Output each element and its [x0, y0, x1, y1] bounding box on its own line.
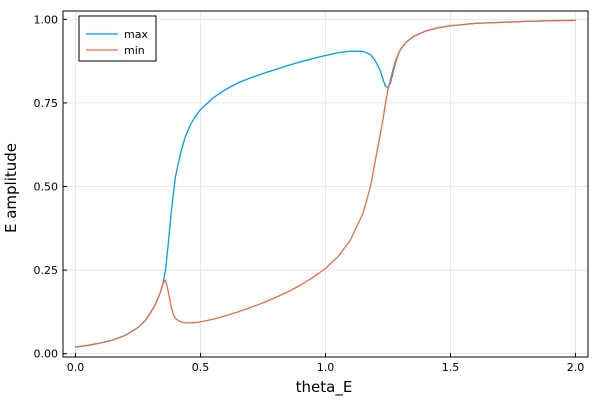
x-axis-ticks: 0.0 0.5 1.0 1.5 2.0 [67, 353, 585, 374]
x-tick-label: 0.5 [192, 361, 210, 374]
legend-label-max: max [124, 28, 148, 41]
x-tick-label: 1.0 [317, 361, 335, 374]
y-tick-label: 1.00 [34, 13, 59, 26]
x-tick-label: 0.0 [67, 361, 85, 374]
legend-label-min: min [124, 44, 145, 57]
y-tick-label: 0.00 [34, 348, 59, 361]
legend: max min [78, 15, 157, 62]
grid-lines [63, 11, 588, 357]
y-tick-label: 0.75 [34, 97, 59, 110]
x-axis-label: theta_E [296, 378, 353, 397]
series-line-min [74, 19, 577, 348]
series-layer [74, 19, 577, 348]
y-axis-ticks: 0.00 0.25 0.50 0.75 1.00 [34, 13, 67, 361]
y-axis-label: E amplitude [2, 143, 20, 233]
x-tick-label: 1.5 [442, 361, 460, 374]
y-tick-label: 0.25 [34, 264, 59, 277]
x-tick-label: 2.0 [567, 361, 585, 374]
legend-box [78, 15, 157, 62]
y-tick-label: 0.50 [34, 181, 59, 194]
